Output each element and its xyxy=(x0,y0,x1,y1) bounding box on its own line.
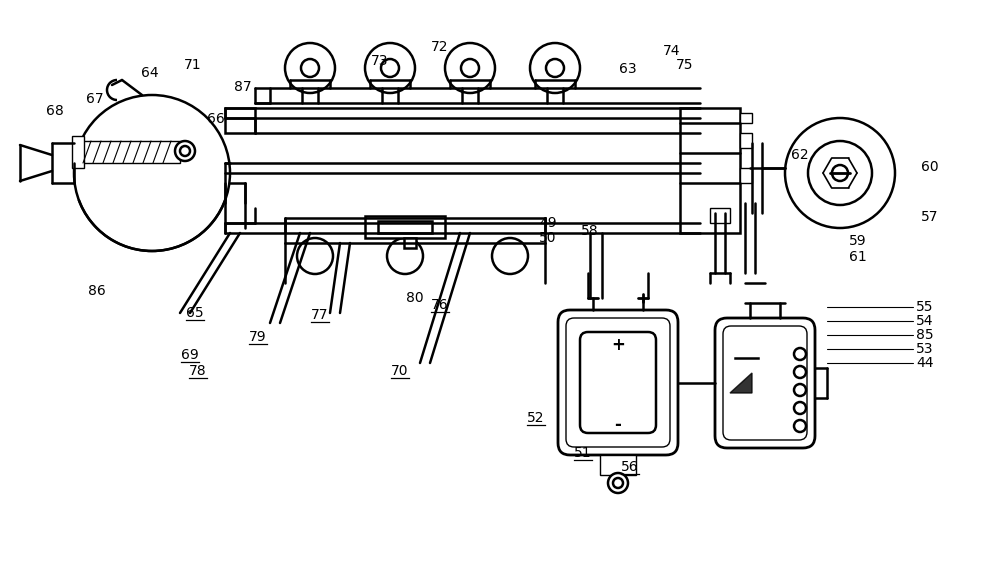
Text: 64: 64 xyxy=(141,66,159,80)
Text: 70: 70 xyxy=(391,364,409,378)
Text: 79: 79 xyxy=(249,330,267,344)
Bar xyxy=(365,216,445,238)
Text: 61: 61 xyxy=(849,250,867,264)
FancyBboxPatch shape xyxy=(558,310,678,455)
Text: 74: 74 xyxy=(663,44,681,58)
Text: 77: 77 xyxy=(311,308,329,322)
Circle shape xyxy=(794,366,806,378)
FancyBboxPatch shape xyxy=(723,326,807,440)
Text: 56: 56 xyxy=(621,460,639,474)
Circle shape xyxy=(794,348,806,360)
Circle shape xyxy=(461,59,479,77)
Circle shape xyxy=(301,59,319,77)
Text: 86: 86 xyxy=(88,284,106,298)
Circle shape xyxy=(608,473,628,493)
Text: 54: 54 xyxy=(916,314,934,328)
Bar xyxy=(600,455,636,475)
Circle shape xyxy=(808,141,872,205)
Text: 50: 50 xyxy=(539,231,557,245)
Text: 67: 67 xyxy=(86,92,104,106)
Text: 68: 68 xyxy=(46,104,64,118)
Bar xyxy=(404,238,416,248)
Bar xyxy=(740,113,752,123)
FancyBboxPatch shape xyxy=(566,318,670,447)
Bar xyxy=(710,208,730,223)
Circle shape xyxy=(832,165,848,181)
Circle shape xyxy=(613,478,623,488)
Text: 76: 76 xyxy=(431,298,449,312)
Bar xyxy=(378,221,432,233)
Text: 62: 62 xyxy=(791,148,809,162)
Text: 66: 66 xyxy=(207,112,225,126)
Bar xyxy=(680,108,740,233)
Text: 75: 75 xyxy=(676,58,694,72)
Text: 59: 59 xyxy=(849,234,867,248)
Text: +: + xyxy=(611,336,625,354)
Circle shape xyxy=(794,384,806,396)
Circle shape xyxy=(445,43,495,93)
Text: 85: 85 xyxy=(916,328,934,342)
Text: 51: 51 xyxy=(574,446,592,460)
Bar xyxy=(740,133,752,148)
Text: 78: 78 xyxy=(189,364,207,378)
Bar xyxy=(740,168,752,183)
Circle shape xyxy=(74,95,230,251)
Circle shape xyxy=(492,238,528,274)
Text: 60: 60 xyxy=(921,160,939,174)
Circle shape xyxy=(175,141,195,161)
Text: 63: 63 xyxy=(619,62,637,76)
Text: 57: 57 xyxy=(921,210,939,224)
Circle shape xyxy=(387,238,423,274)
Text: -: - xyxy=(615,416,621,434)
Circle shape xyxy=(381,59,399,77)
Text: 87: 87 xyxy=(234,80,252,94)
Circle shape xyxy=(365,43,415,93)
Text: 53: 53 xyxy=(916,342,934,356)
Circle shape xyxy=(546,59,564,77)
FancyBboxPatch shape xyxy=(715,318,815,448)
Bar xyxy=(72,136,84,168)
Circle shape xyxy=(794,420,806,432)
Text: 44: 44 xyxy=(916,356,934,370)
Text: 49: 49 xyxy=(539,216,557,230)
Text: 72: 72 xyxy=(431,40,449,54)
Circle shape xyxy=(285,43,335,93)
Text: 58: 58 xyxy=(581,224,599,238)
Text: 55: 55 xyxy=(916,300,934,314)
Circle shape xyxy=(180,146,190,156)
Bar xyxy=(80,141,180,163)
Text: 73: 73 xyxy=(371,54,389,68)
Text: 69: 69 xyxy=(181,348,199,362)
FancyBboxPatch shape xyxy=(580,332,656,433)
Bar xyxy=(225,108,255,133)
Text: 80: 80 xyxy=(406,291,424,305)
Circle shape xyxy=(785,118,895,228)
Circle shape xyxy=(794,402,806,414)
Text: 52: 52 xyxy=(527,411,545,425)
Circle shape xyxy=(530,43,580,93)
Text: 71: 71 xyxy=(184,58,202,72)
Circle shape xyxy=(297,238,333,274)
Polygon shape xyxy=(730,373,752,393)
Text: 65: 65 xyxy=(186,306,204,320)
